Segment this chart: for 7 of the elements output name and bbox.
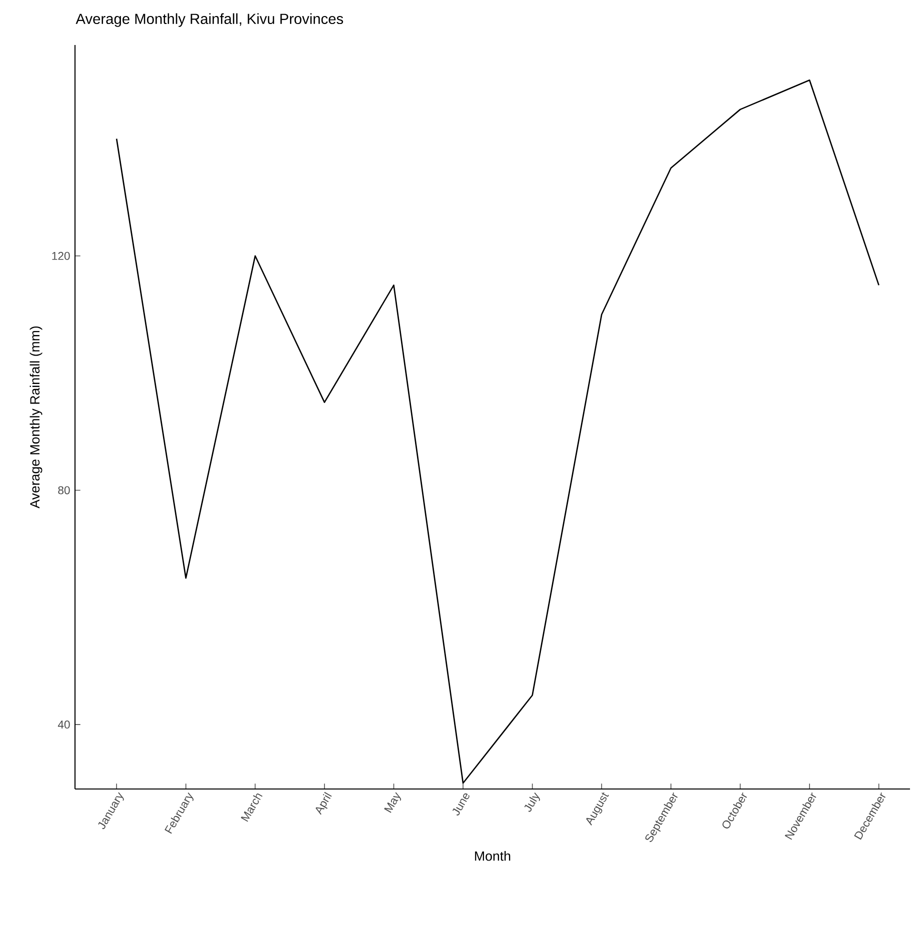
chart-title: Average Monthly Rainfall, Kivu Provinces [76,13,344,27]
x-axis-title: Month [475,851,510,861]
y-tick-label: 120 [52,252,70,260]
line-series [116,79,880,784]
y-axis-title: Average Monthly Rainfall (mm) [30,326,42,508]
y-tick-label: 80 [58,486,70,494]
y-tick-label: 40 [58,720,70,729]
